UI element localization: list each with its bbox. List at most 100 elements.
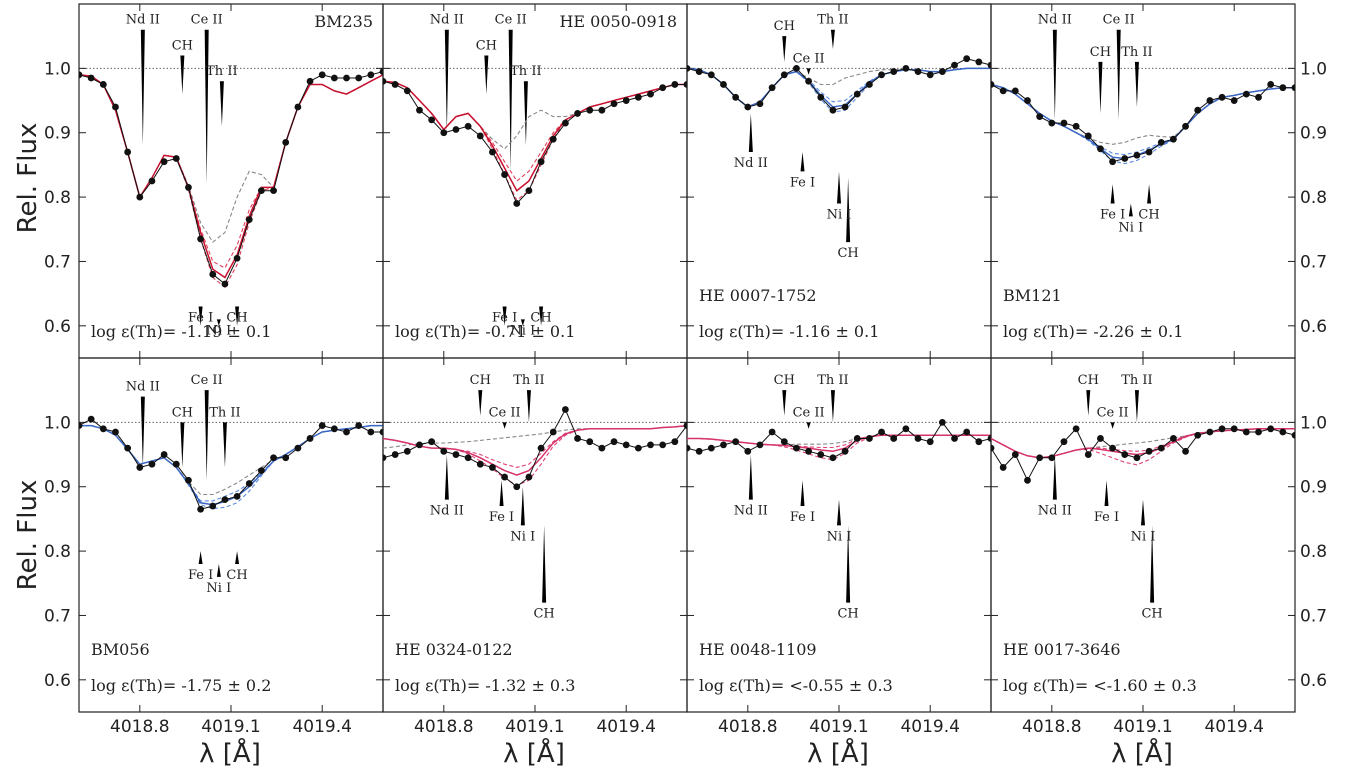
observed-point	[890, 435, 898, 442]
fit-lower-dashed	[79, 74, 383, 269]
x-tick-label: 4019.1	[505, 717, 564, 737]
line-label-ch: CH	[226, 568, 247, 583]
line-label-nd-ii: Nd II	[430, 13, 464, 28]
observed-point	[501, 473, 508, 481]
line-label-fe-i: Fe I	[1094, 510, 1119, 525]
observed-point	[793, 64, 800, 72]
observed-point	[428, 438, 436, 446]
line-marker	[1134, 61, 1139, 107]
observed-point	[817, 451, 825, 458]
observed-point	[744, 447, 752, 455]
observed-point	[963, 428, 971, 436]
thorium-abundance: log ε(Th)= -1.32 ± 0.3	[395, 676, 575, 695]
observed-point	[1255, 428, 1262, 436]
observed-point	[768, 84, 776, 92]
line-marker	[198, 306, 203, 326]
observed-point	[938, 68, 946, 75]
observed-point	[805, 447, 812, 455]
line-label-fe-i: Fe I	[188, 311, 213, 326]
observed-point	[562, 406, 569, 413]
line-marker	[1116, 29, 1121, 120]
fit-upper-dashed	[687, 434, 991, 461]
observed-point	[270, 187, 277, 195]
line-marker	[1086, 390, 1091, 416]
fit-upper-dashed	[79, 74, 383, 289]
line-marker	[782, 390, 787, 416]
thorium-abundance: log ε(Th)= -2.26 ± 0.1	[1003, 322, 1183, 341]
line-marker	[235, 551, 240, 564]
line-marker	[806, 68, 811, 75]
observed-point	[428, 116, 436, 124]
observed-point	[258, 187, 265, 195]
observed-point	[112, 428, 119, 436]
observed-point	[136, 193, 144, 201]
observed-point	[1145, 447, 1153, 455]
observed-point	[707, 444, 715, 452]
line-label-ce-ii: Ce II	[1097, 405, 1129, 420]
observed-point	[513, 483, 521, 491]
observed-point	[124, 148, 132, 156]
observed-point	[951, 435, 958, 442]
observed-point	[476, 460, 484, 468]
thorium-abundance: log ε(Th)= -1.75 ± 0.2	[91, 676, 271, 695]
thorium-abundance: log ε(Th)= -1.19 ± 0.1	[91, 322, 271, 341]
line-marker	[1128, 203, 1133, 217]
observed-point	[991, 444, 995, 452]
line-label-ce-ii: Ce II	[793, 405, 825, 420]
line-marker	[830, 29, 835, 50]
observed-point	[112, 103, 119, 111]
line-marker	[140, 29, 145, 146]
observed-point	[695, 447, 703, 455]
observed-point	[1084, 451, 1092, 458]
observed-point	[221, 280, 229, 288]
observed-point	[1279, 84, 1287, 92]
observed-spectrum-line	[383, 80, 687, 205]
observed-point	[383, 454, 387, 462]
line-marker	[508, 29, 513, 172]
line-label-fe-i: Fe I	[489, 510, 514, 525]
observed-point	[1230, 425, 1238, 433]
best-fit-synth	[687, 434, 991, 453]
line-label-th-ii: Th II	[817, 13, 848, 28]
observed-point	[403, 447, 411, 455]
line-label-fe-i: Fe I	[790, 510, 815, 525]
panel-frame	[78, 3, 384, 359]
observed-point	[902, 425, 910, 433]
observed-point	[586, 438, 594, 446]
observed-point	[1048, 119, 1056, 127]
observed-point	[416, 106, 423, 114]
observed-point	[622, 97, 630, 104]
observed-point	[756, 441, 764, 449]
observed-point	[1242, 428, 1250, 436]
observed-point	[148, 460, 156, 468]
observed-point	[732, 438, 740, 446]
star-name: HE 0048-1109	[699, 640, 817, 659]
observed-point	[209, 270, 217, 278]
line-label-ch: CH	[1078, 373, 1099, 388]
observed-point	[707, 71, 715, 79]
observed-point	[1133, 151, 1141, 159]
fit-lower-dashed	[79, 425, 383, 502]
observed-point	[270, 454, 277, 462]
observed-point	[403, 87, 411, 95]
y-tick-label: 1.0	[44, 413, 71, 433]
observed-point	[1291, 84, 1295, 92]
observed-point	[671, 81, 679, 88]
panel-7: 4018.8 4019.1 4019.4 CH Ce II Th II Nd II Fe I N…	[686, 357, 992, 737]
thorium-abundance: log ε(Th)= <-0.55 ± 0.3	[699, 676, 893, 695]
y-tick-label: 0.8	[44, 188, 71, 208]
best-fit-synth	[79, 74, 383, 279]
observed-point	[687, 444, 691, 452]
y-tick-label-right: 0.6	[1300, 317, 1327, 337]
observed-point	[99, 425, 107, 433]
observed-point	[683, 81, 687, 88]
observed-point	[87, 74, 95, 82]
y-axis-label-top: Rel. Flux	[13, 123, 43, 234]
observed-point	[938, 418, 946, 426]
observed-point	[1242, 90, 1250, 98]
observed-point	[841, 103, 849, 111]
observed-point	[878, 428, 885, 436]
observed-point	[343, 428, 350, 436]
